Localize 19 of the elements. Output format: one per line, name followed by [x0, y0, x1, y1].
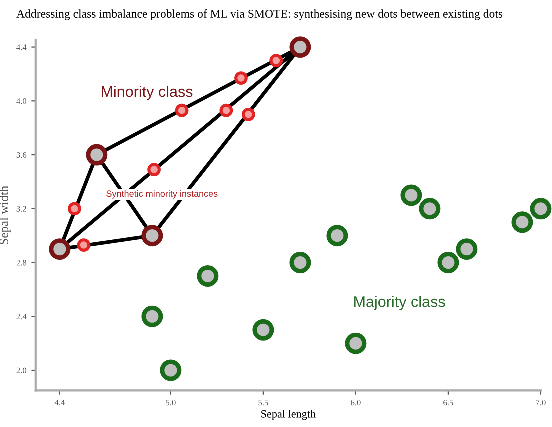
x-tick-label: 6.0 — [351, 400, 361, 406]
annotation: Synthetic minority instances — [106, 190, 218, 199]
y-tick-label: 4.0 — [16, 98, 27, 104]
y-tick-label: 4.4 — [16, 44, 27, 50]
x-tick-label: 5.5 — [258, 400, 268, 406]
chart-title: Addressing class imbalance problems of ML via SMOTE: synthesising new dots between existing dots — [16, 10, 503, 20]
x-tick-label: 7.0 — [536, 400, 546, 406]
y-tick-label: 2.8 — [16, 260, 27, 266]
y-tick-label: 3.6 — [16, 152, 27, 158]
x-tick-label: 6.5 — [444, 400, 454, 406]
x-tick-label: 4.4 — [54, 400, 66, 406]
y-tick-label: 2.0 — [16, 368, 27, 374]
annotation: Minority class — [102, 86, 193, 100]
y-tick-label: 2.4 — [16, 314, 27, 320]
x-axis-title: Sepal length — [262, 410, 316, 420]
y-axis-title: Sepal width — [0, 186, 11, 244]
x-tick-label: 5.0 — [166, 400, 176, 406]
annotation: Majority class — [354, 296, 446, 310]
y-tick-label: 3.2 — [16, 206, 26, 212]
